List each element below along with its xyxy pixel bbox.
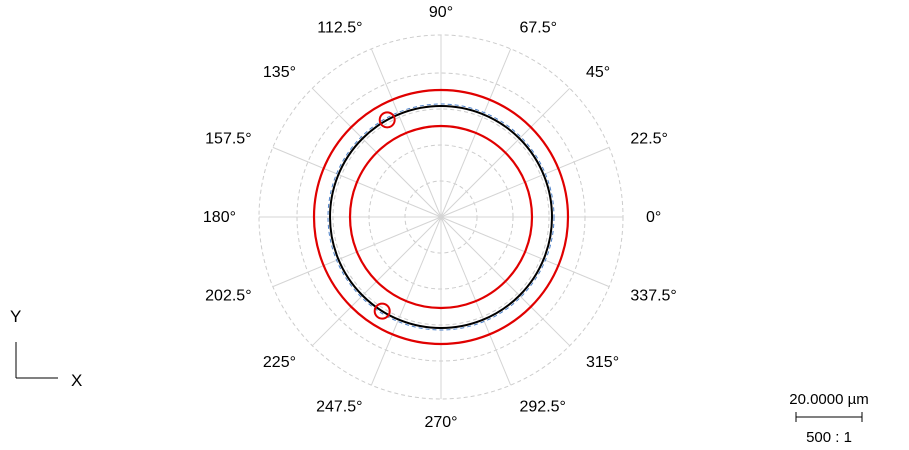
angle-labels: 0° 22.5° 45° 67.5° 90° 112.5° 135° 157.5° 180° 20… bbox=[203, 4, 677, 431]
angle-label-14: 315° bbox=[586, 354, 619, 371]
y-axis-letter: Y bbox=[10, 307, 21, 326]
tolerance-outer-circle bbox=[312, 88, 570, 346]
angle-label-11: 247.5° bbox=[316, 398, 362, 415]
angle-label-0: 0° bbox=[646, 209, 661, 226]
scale-ratio-label: 500 : 1 bbox=[806, 429, 852, 446]
scale-length-label: 20.0000 µm bbox=[789, 391, 869, 408]
angle-label-5: 112.5° bbox=[317, 20, 362, 37]
scale-bar: 20.0000 µm 500 : 1 bbox=[789, 391, 869, 446]
profile-curves bbox=[312, 88, 570, 346]
measured-profile-circle bbox=[329, 105, 553, 329]
angle-label-9: 202.5° bbox=[205, 288, 251, 305]
angle-label-3: 67.5° bbox=[520, 20, 558, 37]
angle-label-7: 157.5° bbox=[205, 131, 251, 148]
angle-label-2: 45° bbox=[586, 64, 610, 81]
reference-circle bbox=[327, 103, 555, 331]
extreme-point-markers bbox=[373, 111, 396, 320]
angle-label-12: 270° bbox=[424, 414, 457, 431]
extreme-point-marker-2 bbox=[373, 302, 391, 320]
angle-label-4: 90° bbox=[429, 4, 453, 21]
angle-label-1: 22.5° bbox=[630, 131, 668, 148]
angle-label-8: 180° bbox=[203, 209, 236, 226]
axis-orientation-indicator: Y X bbox=[10, 307, 82, 390]
extreme-point-marker-1 bbox=[378, 111, 396, 129]
angle-label-13: 292.5° bbox=[520, 398, 566, 415]
angle-label-15: 337.5° bbox=[630, 288, 676, 305]
angle-label-6: 135° bbox=[263, 64, 296, 81]
x-axis-letter: X bbox=[71, 371, 82, 390]
tolerance-inner-circle bbox=[348, 124, 534, 310]
angle-label-10: 225° bbox=[263, 354, 296, 371]
